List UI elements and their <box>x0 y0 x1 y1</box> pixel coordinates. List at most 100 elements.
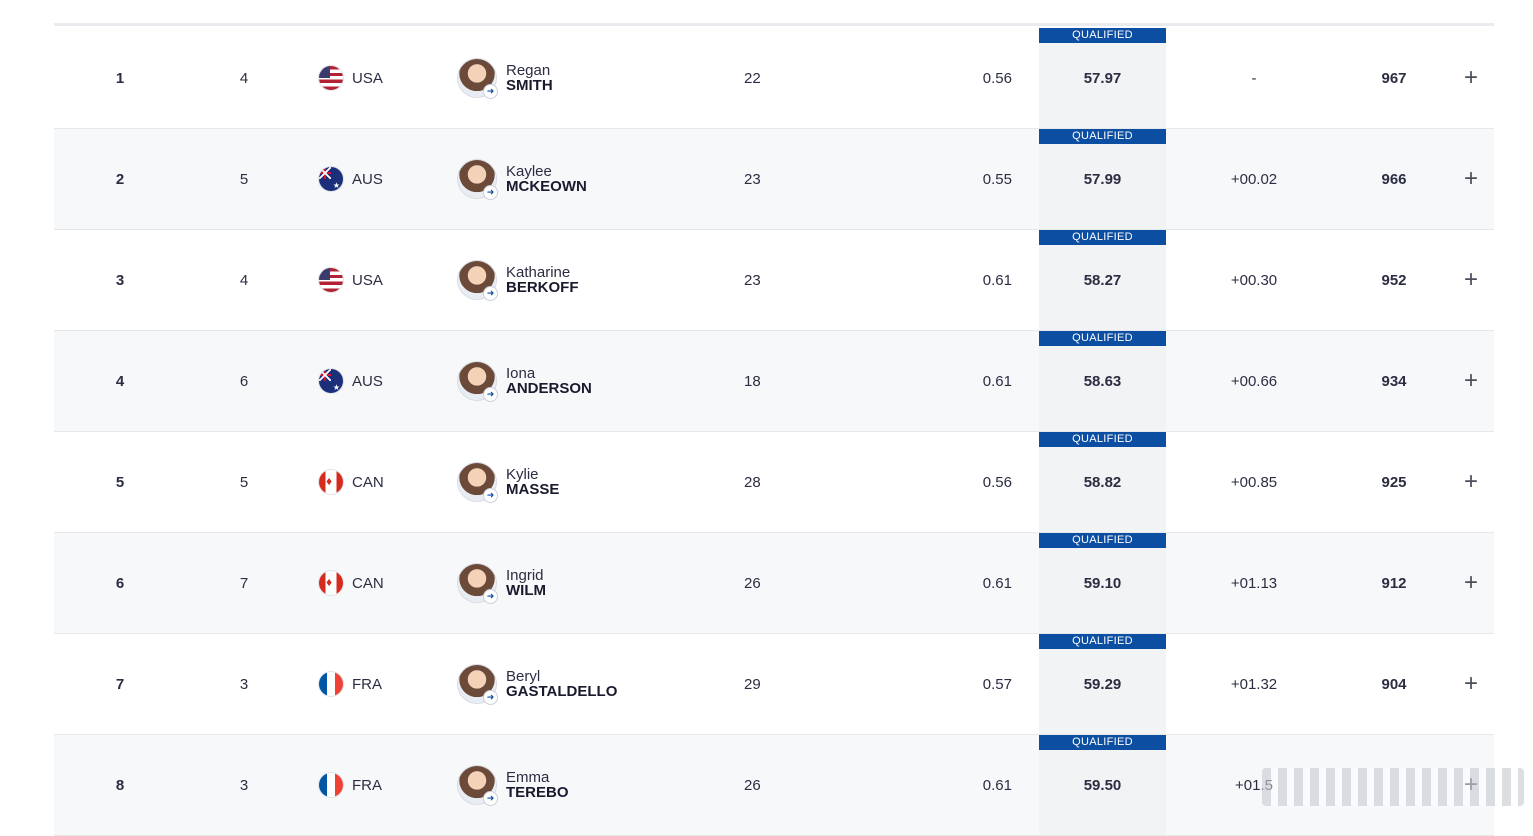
lane-cell: 7 <box>239 574 249 592</box>
athlete-cell[interactable]: ➜ Iona ANDERSON <box>458 331 718 431</box>
flag-fra-icon <box>319 773 343 797</box>
country-code: AUS <box>352 170 383 188</box>
plus-icon[interactable]: + <box>1463 165 1478 192</box>
points-cell: 904 <box>1381 675 1407 693</box>
arrow-right-icon: ➜ <box>483 286 498 301</box>
athlete-family-name: SMITH <box>506 77 553 94</box>
plus-icon[interactable]: + <box>1463 367 1478 394</box>
time-value: 58.27 <box>1083 271 1122 289</box>
rank-cell: 7 <box>115 675 125 693</box>
age-cell: 18 <box>744 372 761 390</box>
athlete-avatar[interactable]: ➜ <box>458 362 498 402</box>
country-code: USA <box>352 271 383 289</box>
flag-aus-icon <box>319 167 343 191</box>
plus-icon[interactable]: + <box>1463 64 1478 91</box>
rank-cell: 1 <box>115 69 125 87</box>
table-row[interactable]: 7 3 FRA ➜ Beryl GASTALDELLO 29 0.57 QUAL… <box>54 634 1494 735</box>
athlete-cell[interactable]: ➜ Katharine BERKOFF <box>458 230 718 330</box>
arrow-right-icon: ➜ <box>483 791 498 806</box>
flag-can-icon <box>319 571 343 595</box>
time-behind-cell: +00.02 <box>1230 170 1278 188</box>
time-cell: QUALIFIED 59.29 <box>1039 634 1166 734</box>
athlete-given-name: Beryl <box>506 668 541 685</box>
rank-cell: 2 <box>115 170 125 188</box>
athlete-avatar[interactable]: ➜ <box>458 564 498 604</box>
rank-cell: 6 <box>115 574 125 592</box>
athlete-cell[interactable]: ➜ Emma TEREBO <box>458 735 718 835</box>
plus-icon[interactable]: + <box>1463 569 1478 596</box>
athlete-given-name: Emma <box>506 769 550 786</box>
athlete-name[interactable]: Beryl GASTALDELLO <box>506 669 617 699</box>
lane-cell: 4 <box>239 69 249 87</box>
athlete-given-name: Katharine <box>506 264 571 281</box>
athlete-avatar[interactable]: ➜ <box>458 463 498 503</box>
plus-icon[interactable]: + <box>1463 468 1478 495</box>
athlete-cell[interactable]: ➜ Ingrid WILM <box>458 533 718 633</box>
athlete-cell[interactable]: ➜ Regan SMITH <box>458 28 718 128</box>
athlete-name[interactable]: Kylie MASSE <box>506 467 559 497</box>
athlete-cell[interactable]: ➜ Kylie MASSE <box>458 432 718 532</box>
flag-can-icon <box>319 470 343 494</box>
table-row[interactable]: 6 7 CAN ➜ Ingrid WILM 26 0.61 QUALIFIED … <box>54 533 1494 634</box>
plus-icon[interactable]: + <box>1463 670 1478 697</box>
athlete-name[interactable]: Regan SMITH <box>506 63 553 93</box>
arrow-right-icon: ➜ <box>483 387 498 402</box>
reaction-time-cell: 0.61 <box>982 271 1012 289</box>
athlete-avatar[interactable]: ➜ <box>458 59 498 99</box>
age-cell: 22 <box>744 69 761 87</box>
table-row[interactable]: 2 5 AUS ➜ Kaylee MCKEOWN 23 0.55 QUALIFI… <box>54 129 1494 230</box>
athlete-avatar[interactable]: ➜ <box>458 261 498 301</box>
country-cell: FRA <box>319 735 429 835</box>
athlete-avatar[interactable]: ➜ <box>458 665 498 705</box>
reaction-time-cell: 0.57 <box>982 675 1012 693</box>
athlete-avatar[interactable]: ➜ <box>458 160 498 200</box>
athlete-name[interactable]: Emma TEREBO <box>506 770 569 800</box>
athlete-name[interactable]: Ingrid WILM <box>506 568 546 598</box>
country-cell: USA <box>319 230 429 330</box>
reaction-time-cell: 0.55 <box>982 170 1012 188</box>
table-row[interactable]: 4 6 AUS ➜ Iona ANDERSON 18 0.61 QUALIFIE… <box>54 331 1494 432</box>
time-behind-cell: +00.66 <box>1230 372 1278 390</box>
arrow-right-icon: ➜ <box>483 488 498 503</box>
qualified-badge: QUALIFIED <box>1039 129 1166 144</box>
time-value: 57.97 <box>1083 69 1122 87</box>
table-row[interactable]: 8 3 FRA ➜ Emma TEREBO 26 0.61 QUALIFIED … <box>54 735 1494 836</box>
plus-icon[interactable]: + <box>1463 266 1478 293</box>
arrow-right-icon: ➜ <box>483 690 498 705</box>
time-cell: QUALIFIED 57.97 <box>1039 28 1166 128</box>
time-value: 57.99 <box>1083 170 1122 188</box>
athlete-name[interactable]: Katharine BERKOFF <box>506 265 579 295</box>
athlete-avatar[interactable]: ➜ <box>458 766 498 806</box>
age-cell: 26 <box>744 574 761 592</box>
reaction-time-cell: 0.56 <box>982 69 1012 87</box>
flag-fra-icon <box>319 672 343 696</box>
arrow-right-icon: ➜ <box>483 84 498 99</box>
time-value: 58.82 <box>1083 473 1122 491</box>
time-cell: QUALIFIED 59.50 <box>1039 735 1166 835</box>
country-cell: AUS <box>319 129 429 229</box>
points-cell: 967 <box>1381 69 1407 87</box>
athlete-cell[interactable]: ➜ Kaylee MCKEOWN <box>458 129 718 229</box>
table-row[interactable]: 3 4 USA ➜ Katharine BERKOFF 23 0.61 QUAL… <box>54 230 1494 331</box>
country-code: FRA <box>352 675 382 693</box>
points-cell: 912 <box>1381 574 1407 592</box>
flag-usa-icon <box>319 66 343 90</box>
athlete-name[interactable]: Kaylee MCKEOWN <box>506 164 587 194</box>
qualified-badge: QUALIFIED <box>1039 230 1166 245</box>
time-value: 59.29 <box>1083 675 1122 693</box>
results-table: 1 4 USA ➜ Regan SMITH 22 0.56 QUALIFIED … <box>54 28 1494 836</box>
time-behind-cell: +01.32 <box>1230 675 1278 693</box>
athlete-family-name: GASTALDELLO <box>506 683 618 700</box>
country-code: FRA <box>352 776 382 794</box>
qualified-badge: QUALIFIED <box>1039 331 1166 346</box>
arrow-right-icon: ➜ <box>483 589 498 604</box>
table-row[interactable]: 5 5 CAN ➜ Kylie MASSE 28 0.56 QUALIFIED … <box>54 432 1494 533</box>
points-cell: 966 <box>1381 170 1407 188</box>
table-row[interactable]: 1 4 USA ➜ Regan SMITH 22 0.56 QUALIFIED … <box>54 28 1494 129</box>
athlete-given-name: Ingrid <box>506 567 544 584</box>
lane-cell: 3 <box>239 776 249 794</box>
points-cell: 934 <box>1381 372 1407 390</box>
athlete-cell[interactable]: ➜ Beryl GASTALDELLO <box>458 634 718 734</box>
qualified-badge: QUALIFIED <box>1039 28 1166 43</box>
athlete-name[interactable]: Iona ANDERSON <box>506 366 592 396</box>
